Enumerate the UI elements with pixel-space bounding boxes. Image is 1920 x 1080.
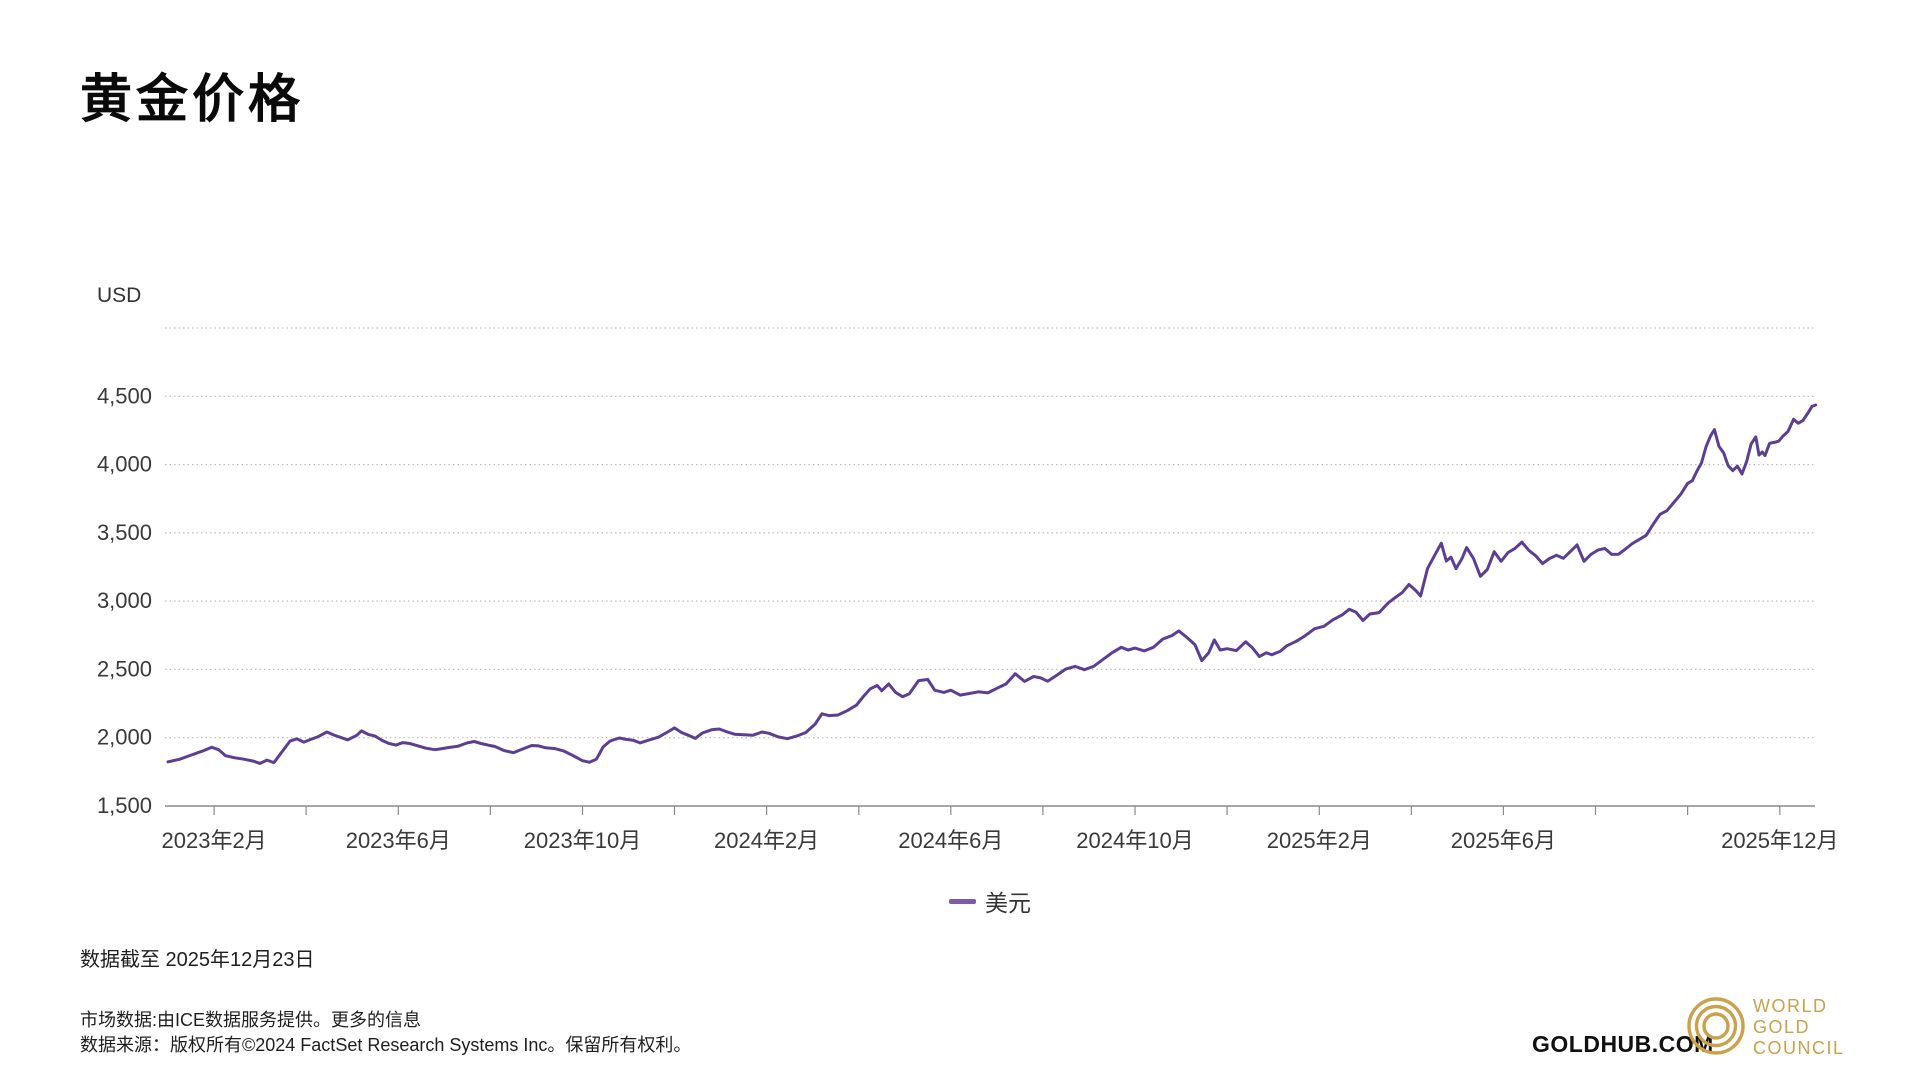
y-tick-label-4000: 4,000 bbox=[97, 452, 152, 477]
y-tick-label-1500: 1,500 bbox=[97, 793, 152, 818]
wgc-wordmark: WORLD GOLD COUNCIL bbox=[1753, 996, 1845, 1058]
footnote-line-1: 市场数据:由ICE数据服务提供。更多的信息 bbox=[80, 1008, 691, 1033]
x-tick-label: 2025年12月 bbox=[1721, 828, 1838, 853]
wgc-rings-icon bbox=[1687, 997, 1745, 1055]
legend-line-swatch bbox=[949, 898, 976, 904]
svg-text:WORLD: WORLD bbox=[1753, 996, 1828, 1016]
svg-text:GOLD: GOLD bbox=[1753, 1017, 1810, 1037]
world-gold-council-logo: WORLD GOLD COUNCIL bbox=[1687, 996, 1845, 1058]
data-as-of-text: 数据截至 2025年12月23日 bbox=[80, 949, 315, 971]
more-info-link[interactable]: 更多的信息 bbox=[331, 1010, 422, 1030]
chart-legend[interactable]: 美元 bbox=[949, 884, 1031, 918]
x-tick-label: 2023年2月 bbox=[162, 828, 267, 853]
y-axis-unit-label: USD bbox=[97, 284, 142, 307]
x-tick-label: 2024年10月 bbox=[1076, 828, 1193, 853]
svg-text:COUNCIL: COUNCIL bbox=[1753, 1038, 1845, 1058]
x-tick-label: 2025年6月 bbox=[1451, 828, 1556, 853]
market-data-provider-text: 市场数据:由ICE数据服务提供。 bbox=[80, 1010, 332, 1030]
legend-label: 美元 bbox=[985, 890, 1031, 916]
y-tick-label-4500: 4,500 bbox=[97, 383, 152, 408]
y-tick-label-3000: 3,000 bbox=[97, 588, 152, 613]
price-line-美元 bbox=[166, 403, 1818, 765]
y-tick-label-2000: 2,000 bbox=[97, 725, 152, 750]
source-footnote: 市场数据:由ICE数据服务提供。更多的信息 数据来源：版权所有©2024 Fac… bbox=[80, 1008, 691, 1058]
x-tick-label: 2024年2月 bbox=[714, 828, 819, 853]
footnote-line-2: 数据来源：版权所有©2024 FactSet Research Systems … bbox=[80, 1035, 692, 1055]
x-tick-label: 2023年10月 bbox=[524, 828, 641, 853]
gold-price-line-chart: 1,500 2,000 2,500 3,000 3,500 4,000 4,500 2023年… bbox=[97, 327, 1839, 853]
y-tick-label-2500: 2,500 bbox=[97, 656, 152, 681]
x-tick-label: 2025年2月 bbox=[1267, 828, 1372, 853]
x-tick-label: 2024年6月 bbox=[898, 828, 1003, 853]
goldhub-wordmark: GOLDHUB.COM bbox=[1532, 1031, 1714, 1057]
y-tick-label-3500: 3,500 bbox=[97, 520, 152, 545]
x-tick-label: 2023年6月 bbox=[346, 828, 451, 853]
page-title: 黄金价格 bbox=[80, 71, 305, 129]
